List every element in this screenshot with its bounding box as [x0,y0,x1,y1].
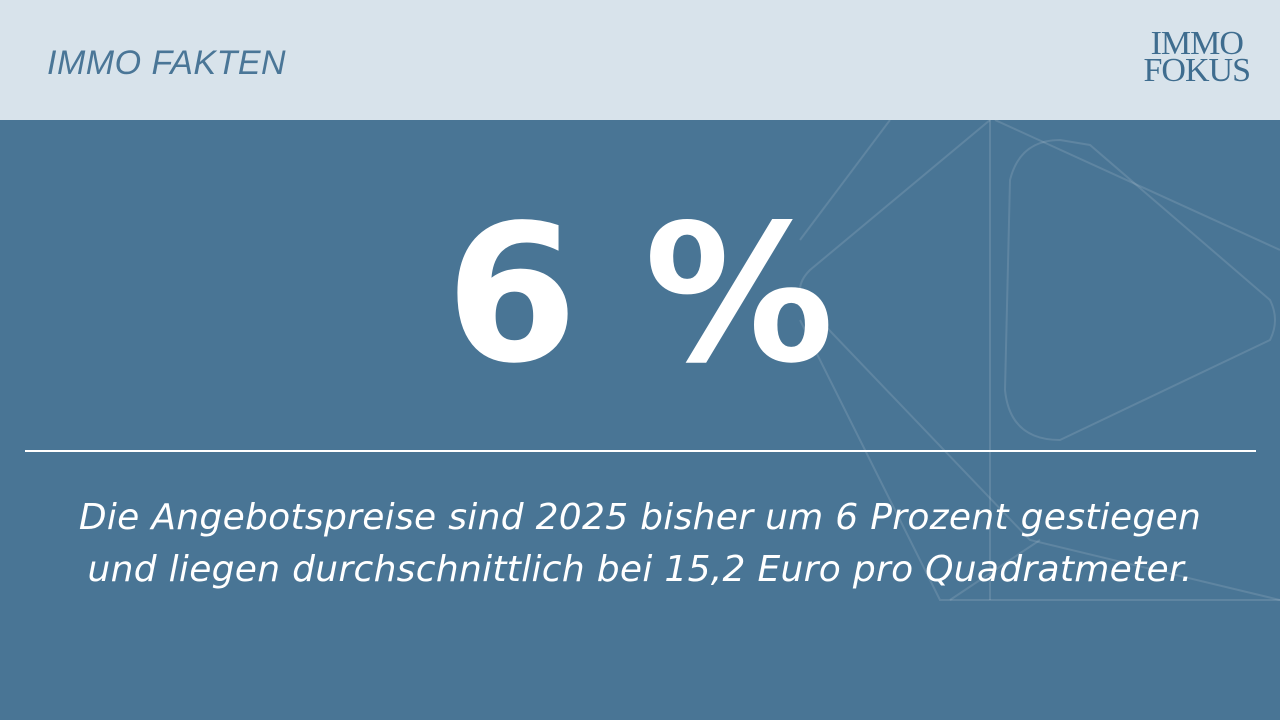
immo-fokus-logo: IMMO FOKUS [1143,25,1251,89]
divider [25,450,1256,452]
description-text: Die Angebotspreise sind 2025 bisher um 6… [78,497,1202,590]
headline-value: 6 % [445,184,835,405]
logo-line-2: FOKUS [1143,52,1251,89]
header-title: IMMO FAKTEN [47,44,287,82]
logo-line-1: IMMO [1150,25,1244,62]
header-bar: IMMO FAKTEN IMMO FOKUS [0,0,1280,120]
decorative-shapes [799,120,1280,601]
